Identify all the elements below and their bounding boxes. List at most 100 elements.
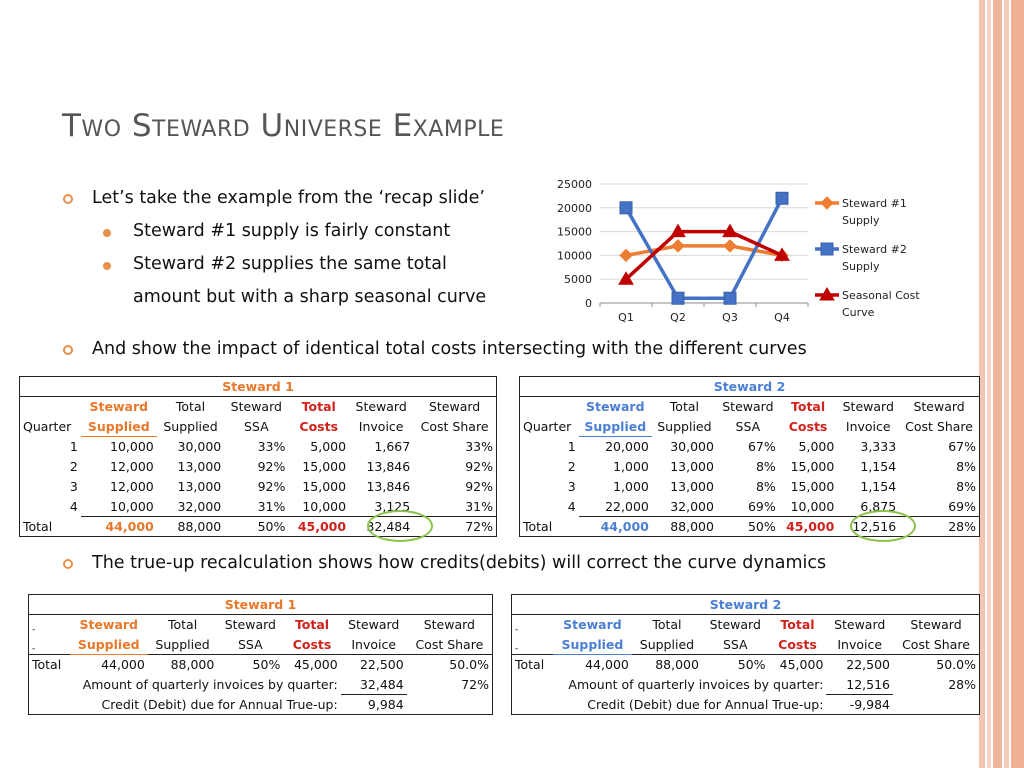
- table-row: 1 20,000 30,000 67% 5,000 3,333 67%: [520, 437, 980, 457]
- y-tick-label: 20000: [557, 202, 592, 215]
- col-header: Invoice: [358, 419, 404, 434]
- data-point-2: [775, 191, 789, 205]
- col-header: Costs: [788, 419, 828, 434]
- y-tick-label: 0: [585, 297, 592, 310]
- total-cell: 44,000: [553, 654, 632, 675]
- steward1-quarterly-table: Steward 1 Steward Total Steward Total St…: [19, 376, 497, 537]
- col-header: Total: [780, 617, 815, 633]
- table-cell: 30,000: [177, 439, 222, 454]
- total-cell: 22,500: [340, 654, 407, 675]
- total-cell: 50%: [701, 654, 769, 675]
- table-title-row: Steward 1: [29, 595, 493, 615]
- col-header: Total: [167, 617, 198, 633]
- total-label: Total: [523, 518, 553, 534]
- bullet-text: The true-up recalculation shows how cred…: [92, 553, 827, 573]
- col-header: Supplied: [657, 419, 712, 434]
- total-cell: 28%: [899, 516, 980, 537]
- credit-row: Credit (Debit) due for Annual True-up: 9…: [29, 695, 493, 715]
- legend-label: Seasonal Cost: [842, 289, 920, 302]
- series-line-3: [624, 229, 783, 281]
- total-cell: 88,000: [156, 516, 225, 537]
- total-label: Total: [511, 654, 554, 675]
- table-cell: 10,000: [110, 439, 154, 455]
- row-label: Credit (Debit) due for Annual True-up:: [101, 696, 338, 712]
- col-header: Steward: [722, 399, 774, 415]
- col-header: Total: [301, 399, 336, 415]
- credit-value: -9,984: [849, 697, 890, 712]
- sub-bullet-text: amount but with a sharp seasonal curve: [133, 287, 487, 307]
- table-cell: 15,000: [790, 459, 835, 474]
- total-cell: 45,000: [768, 654, 827, 675]
- table-cell: 1,667: [374, 439, 411, 454]
- decorative-stripe: [993, 0, 1002, 768]
- col-header: Total: [790, 399, 826, 415]
- quarterly-invoices-value: 12,516: [826, 674, 893, 695]
- col-header: Cost Share: [420, 419, 489, 434]
- total-cell: 50.0%: [406, 654, 493, 675]
- total-cell: 44,000: [80, 516, 157, 537]
- table-cell: 1,000: [613, 459, 649, 474]
- steward2-quarterly-table: Steward 2 Steward Total Steward Total St…: [519, 376, 980, 537]
- col-header: Steward: [709, 617, 761, 633]
- table-row: 4 10,000 32,000 31% 10,000 3,125 31%: [20, 497, 497, 517]
- table-cell: 13,000: [177, 459, 222, 474]
- y-tick-label: 15000: [557, 226, 592, 239]
- col-header: Steward: [913, 399, 965, 415]
- table-cell: 12,000: [110, 459, 154, 474]
- sub-bullet-text: Steward #1 supply is fairly constant: [133, 221, 451, 241]
- data-point-3: [774, 247, 790, 261]
- col-header: Steward: [348, 617, 400, 633]
- legend-label: Curve: [842, 306, 875, 319]
- table-cell: 15,000: [790, 479, 835, 494]
- table-total-row: Total 44,000 88,000 50% 45,000 32,484 72…: [20, 516, 497, 537]
- highlight-ellipse: [367, 510, 433, 542]
- legend-marker: [820, 196, 834, 210]
- total-cell: 45,000: [283, 654, 341, 675]
- col-header: Supplied: [578, 416, 652, 437]
- quarterly-invoices-row: Amount of quarterly invoices by quarter:…: [512, 674, 980, 695]
- col-header: Supplied: [80, 416, 157, 437]
- total-cell: 72%: [413, 516, 497, 537]
- table-header-row: Quarter Supplied Supplied SSA Costs Invo…: [520, 416, 980, 437]
- row-label: Credit (Debit) due for Annual True-up:: [587, 696, 824, 712]
- table-header-row: - Supplied Supplied SSA Costs Invoice Co…: [29, 634, 493, 655]
- legend-marker: [819, 287, 835, 301]
- table-cell: 8%: [956, 479, 976, 494]
- series-line-2: [624, 197, 784, 300]
- row-label: Amount of quarterly invoices by quarter:: [568, 677, 824, 692]
- table-title-row: Steward 2: [520, 377, 980, 397]
- y-tick-label: 25000: [557, 178, 592, 191]
- table-row: 4 22,000 32,000 69% 10,000 6,875 69%: [520, 497, 980, 517]
- decorative-stripe: [979, 0, 985, 768]
- table-cell: 5,000: [310, 439, 347, 454]
- col-header: SSA: [243, 419, 269, 434]
- table-cell: 92%: [465, 459, 493, 474]
- data-point-1: [619, 248, 633, 263]
- table-cell: 31%: [257, 498, 286, 514]
- col-header: SSA: [735, 419, 761, 434]
- col-header: Quarter: [23, 419, 72, 434]
- table-body: 1 20,000 30,000 67% 5,000 3,333 67% 2 1,000 13,00…: [520, 437, 980, 517]
- dash-cell: -: [32, 644, 36, 654]
- col-header: Total: [294, 617, 330, 633]
- table-cell: 20,000: [605, 439, 649, 455]
- table-cell: 69%: [948, 498, 976, 514]
- decorative-stripe: [1011, 0, 1024, 768]
- col-header: Steward: [355, 399, 407, 415]
- table-total-row: Total 44,000 88,000 50% 45,000 22,500 50…: [28, 654, 493, 675]
- col-header: Total: [669, 399, 699, 415]
- col-header: Invoice: [351, 636, 397, 652]
- bullet-circle-icon: [63, 345, 73, 355]
- legend-label: Supply: [842, 214, 880, 227]
- col-header: Supplied: [553, 634, 632, 655]
- col-header: Quarter: [523, 419, 572, 434]
- decorative-stripe: [987, 0, 991, 768]
- table-row: 3 12,000 13,000 92% 15,000 13,846 92%: [20, 477, 497, 497]
- row-label: Amount of quarterly invoices by quarter:: [82, 677, 338, 692]
- table-cell: 22,000: [605, 498, 649, 514]
- col-header: Steward: [842, 399, 894, 415]
- col-header: Cost Share: [905, 419, 973, 434]
- total-cell: 88,000: [147, 654, 218, 675]
- table-cell: 33%: [465, 439, 493, 454]
- table-cell: 30,000: [670, 439, 714, 454]
